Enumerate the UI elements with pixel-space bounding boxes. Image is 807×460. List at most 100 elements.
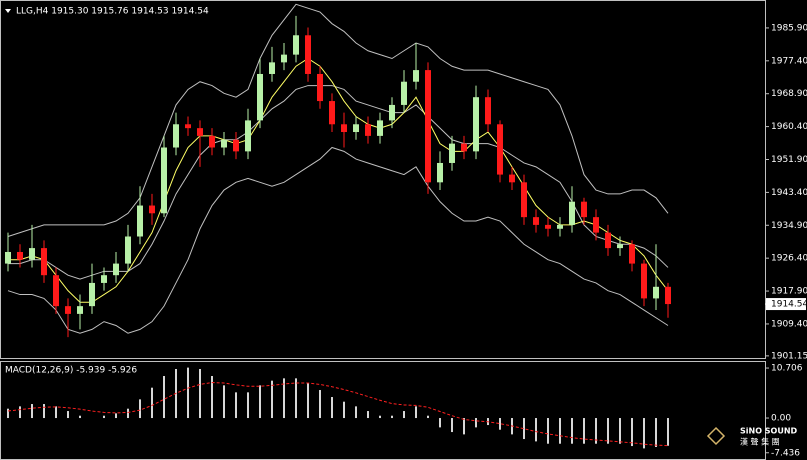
candle-body [521,182,527,218]
macd-bar [7,408,9,419]
candle-body [605,232,611,249]
macd-bar [187,367,189,419]
candle-body [89,282,95,307]
candle-body [77,306,83,314]
y-tick-label: 1968.90 [771,89,807,99]
macd-bar [571,418,573,444]
candle-body [401,81,407,105]
macd-bar [247,392,249,419]
candle-body [485,97,491,125]
candle-body [629,244,635,264]
macd-bar [619,418,621,444]
macd-bar [667,418,669,446]
macd-bar [103,415,105,419]
candle-body [581,201,587,218]
logo-subtitle: 漢 聲 集 團 [740,437,780,447]
candle-body [125,236,131,264]
y-tick-label: -7.436 [771,448,800,458]
candle-body [641,263,647,299]
y-tick-label: 1909.40 [771,319,807,329]
candle-body [197,128,203,136]
macd-bar [643,418,645,449]
y-tick-label: 1901.15 [771,351,807,361]
chart-header: LLG,H4 1915.30 1915.76 1914.53 1914.54 [16,7,209,17]
candle-body [65,306,71,314]
macd-bar [547,418,549,444]
macd-bar [403,411,405,419]
macd-bar [343,401,345,419]
macd-bar [19,406,21,419]
macd-bar [415,406,417,419]
candle-body [449,143,455,163]
candle-body [437,162,443,183]
candle-body [497,124,503,175]
menu-arrow[interactable] [5,9,11,13]
macd-bar [295,378,297,419]
bollinger-band [7,146,669,334]
logo-brand: SiNO SOUND [740,427,798,436]
macd-bar [139,399,141,419]
candle-body [53,275,59,307]
macd-bar [199,369,201,419]
candle-body [101,275,107,283]
logo: SiNO SOUND 漢 聲 集 團 [706,426,798,447]
logo-mark [706,426,726,446]
macd-bar [655,418,657,447]
candle-body [245,120,251,152]
candle-body [533,217,539,225]
bollinger-band [7,3,669,237]
macd-bar [559,418,561,444]
candle-body [329,101,335,125]
macd-bar [463,418,465,435]
macd-bar [163,376,165,419]
y-tick-label: 1977.40 [771,56,807,66]
moving-average [8,57,669,303]
candle-body [5,251,11,264]
candle-body [569,201,575,225]
candle-body [353,124,359,133]
macd-bar [31,404,33,419]
macd-bar [331,397,333,419]
candle-body [377,120,383,136]
candle-body [473,97,479,152]
candle-body [665,286,671,305]
candle-body [269,62,275,74]
macd-bar [535,418,537,442]
macd-bar [595,418,597,444]
candle-body [281,54,287,63]
macd-bar [439,418,441,428]
macd-bar [211,376,213,419]
macd-bar [379,415,381,419]
candle-body [257,73,263,121]
macd-bar [583,418,585,444]
macd-bar [307,383,309,419]
macd-bar [427,415,429,419]
candle-body [461,143,467,152]
macd-bar [235,392,237,419]
candle-body [137,205,143,237]
candle-body [317,73,323,102]
macd-bar [391,415,393,419]
macd-bar [271,380,273,419]
macd-bar [451,418,453,433]
candle-body [593,217,599,233]
candle-body [425,70,431,183]
macd-bar [475,418,477,428]
macd-title: MACD(12,26,9) -5.939 -5.926 [5,366,137,376]
y-tick-label: 1934.90 [771,221,807,231]
candle-body [233,139,239,152]
y-tick-label: 1960.40 [771,122,807,132]
price-frame [0,0,766,359]
candle-body [221,139,227,148]
current-price-label: 1914.54 [771,300,807,310]
candle-body [209,135,215,148]
candle-body [293,35,299,55]
candle-body [185,124,191,129]
candle-body [545,224,551,229]
macd-bar [223,385,225,419]
candle-body [509,174,515,183]
y-tick-label: 1926.40 [771,254,807,264]
candle-body [41,248,47,276]
candle-body [161,147,167,214]
candle-body [149,205,155,214]
